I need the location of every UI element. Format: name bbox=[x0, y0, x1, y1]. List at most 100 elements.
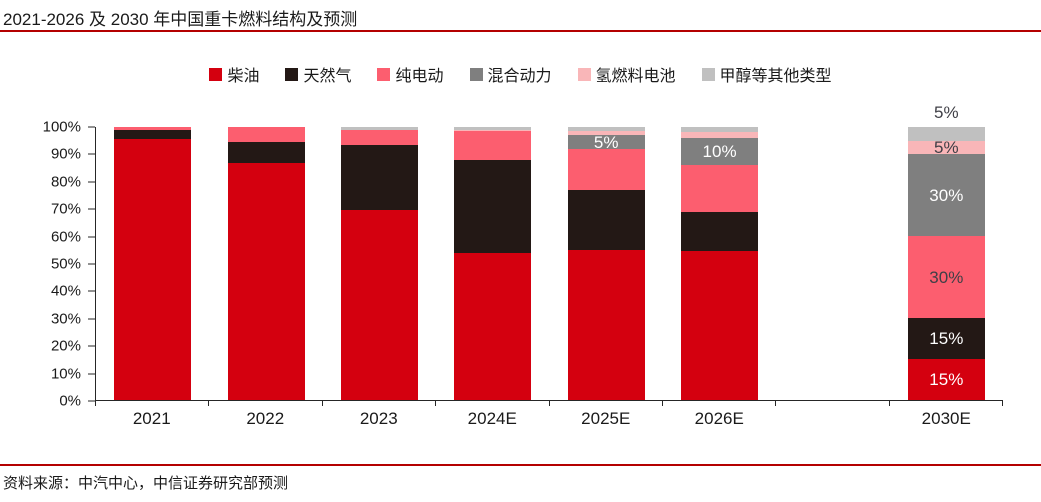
y-tick-label: 20% bbox=[50, 337, 81, 355]
y-tick-mark bbox=[88, 318, 95, 320]
bar-slot: 5% bbox=[550, 127, 663, 400]
y-tick-label: 100% bbox=[42, 118, 81, 136]
bar-segment-electric bbox=[114, 127, 192, 130]
y-tick-mark bbox=[88, 345, 95, 347]
y-tick-label: 40% bbox=[50, 282, 81, 300]
y-tick-mark bbox=[88, 373, 95, 375]
bar-segment-hybrid: 10% bbox=[681, 137, 759, 166]
data-label: 5% bbox=[934, 103, 959, 122]
bar-segment-natural-gas bbox=[681, 211, 759, 252]
bar-slot bbox=[96, 127, 209, 400]
bar-segment-electric: 30% bbox=[907, 236, 985, 319]
x-label-2023: 2023 bbox=[359, 409, 398, 428]
bar-2021 bbox=[114, 127, 192, 400]
bar-2025E: 5% bbox=[567, 127, 645, 400]
x-label-2024E: 2024E bbox=[467, 409, 517, 428]
footer-separator bbox=[0, 464, 1041, 466]
y-tick-60: 60% bbox=[51, 228, 95, 245]
data-label: 30% bbox=[929, 185, 964, 205]
y-tick-40: 40% bbox=[51, 283, 95, 300]
bar-segment-hydrogen: 5% bbox=[907, 138, 985, 158]
bar-segment-diesel bbox=[114, 139, 192, 400]
y-tick-label: 0% bbox=[59, 392, 81, 410]
plot-area: 5% 10% 15% 15% 30% 30% 5% 5% bbox=[95, 104, 1003, 406]
y-tick-label: 90% bbox=[50, 145, 81, 163]
legend-swatch-hybrid bbox=[469, 67, 483, 81]
x-label-2022: 2022 bbox=[246, 409, 285, 428]
y-tick-label: 50% bbox=[50, 255, 81, 273]
y-tick-90: 90% bbox=[51, 146, 95, 163]
bar-segment-diesel bbox=[340, 210, 418, 400]
bar-2024E bbox=[454, 127, 532, 400]
bar-segment-natural-gas bbox=[340, 144, 418, 211]
bar-2023 bbox=[340, 127, 418, 400]
legend-swatch-methanol bbox=[701, 67, 715, 81]
x-tick-mark bbox=[435, 400, 437, 406]
x-label-2025E: 2025E bbox=[581, 409, 631, 428]
legend-item-methanol: 甲醇等其他类型 bbox=[701, 62, 832, 86]
bar-slot: 10% bbox=[663, 127, 776, 400]
bar-2030E: 15% 15% 30% 30% 5% 5% bbox=[907, 104, 985, 400]
data-label: 10% bbox=[702, 142, 737, 162]
y-tick-mark bbox=[88, 263, 95, 265]
x-tick-mark bbox=[775, 400, 777, 406]
y-tick-70: 70% bbox=[51, 201, 95, 218]
bar-segment-natural-gas bbox=[567, 189, 645, 250]
bar-segment-natural-gas bbox=[114, 129, 192, 140]
bar-segment-methanol bbox=[907, 127, 985, 141]
bar-segment-diesel bbox=[454, 252, 532, 400]
y-tick-mark bbox=[88, 290, 95, 292]
y-tick-100: 100% bbox=[43, 119, 95, 136]
bar-2022 bbox=[227, 127, 305, 400]
bar-slot: 15% 15% 30% 30% 5% 5% bbox=[890, 104, 1003, 400]
y-tick-label: 60% bbox=[50, 228, 81, 246]
title-underline bbox=[0, 30, 1041, 32]
legend-swatch-hydrogen bbox=[577, 67, 591, 81]
bar-segment-diesel bbox=[227, 162, 305, 400]
x-tick-mark bbox=[208, 400, 210, 406]
bar-slot bbox=[776, 127, 889, 400]
legend-label: 天然气 bbox=[303, 68, 352, 85]
bar-segment-methanol bbox=[454, 127, 532, 130]
data-label: 30% bbox=[929, 267, 964, 287]
data-label: 15% bbox=[929, 329, 964, 349]
legend-swatch-electric bbox=[377, 67, 391, 81]
x-tick-mark bbox=[1002, 400, 1003, 406]
bar-slot bbox=[209, 127, 322, 400]
legend-label: 纯电动 bbox=[395, 68, 444, 85]
y-tick-label: 30% bbox=[50, 310, 81, 328]
y-tick-mark bbox=[88, 126, 95, 128]
legend-swatch-natural-gas bbox=[285, 67, 299, 81]
bar-segment-electric bbox=[340, 129, 418, 145]
y-tick-label: 70% bbox=[50, 200, 81, 218]
x-label-empty bbox=[776, 409, 890, 429]
chart-title: 2021-2026 及 2030 年中国重卡燃料结构及预测 bbox=[3, 10, 358, 29]
y-tick-label: 80% bbox=[50, 173, 81, 191]
legend-item-natural-gas: 天然气 bbox=[285, 62, 351, 86]
bar-segment-diesel: 15% bbox=[907, 359, 985, 400]
y-tick-80: 80% bbox=[51, 173, 95, 190]
bar-segment-hydrogen bbox=[681, 132, 759, 138]
bar-segment-electric bbox=[227, 127, 305, 143]
x-tick-mark bbox=[95, 400, 96, 406]
legend-label: 甲醇等其他类型 bbox=[719, 68, 832, 85]
bar-segment-hybrid: 30% bbox=[907, 154, 985, 237]
source-note: 资料来源：中汽中心，中信证券研究部预测 bbox=[3, 475, 289, 492]
bar-segment-methanol bbox=[681, 127, 759, 133]
x-label-2021: 2021 bbox=[132, 409, 171, 428]
y-tick-30: 30% bbox=[51, 310, 95, 327]
bar-segment-methanol bbox=[567, 127, 645, 132]
bar-segment-hydrogen bbox=[567, 131, 645, 136]
bar-2026E: 10% bbox=[681, 127, 759, 400]
bar-segment-electric bbox=[567, 148, 645, 190]
x-label-2026E: 2026E bbox=[694, 409, 744, 428]
y-tick-0: 0% bbox=[59, 393, 95, 410]
y-tick-mark bbox=[88, 181, 95, 183]
data-label: 15% bbox=[929, 370, 964, 390]
bar-segment-natural-gas: 15% bbox=[907, 318, 985, 360]
chart-legend: 柴油 天然气 纯电动 混合动力 氢燃料电池 甲醇等其他类型 bbox=[0, 62, 1041, 86]
legend-label: 混合动力 bbox=[487, 68, 552, 85]
x-tick-mark bbox=[661, 400, 663, 406]
data-label: 5% bbox=[934, 138, 959, 158]
